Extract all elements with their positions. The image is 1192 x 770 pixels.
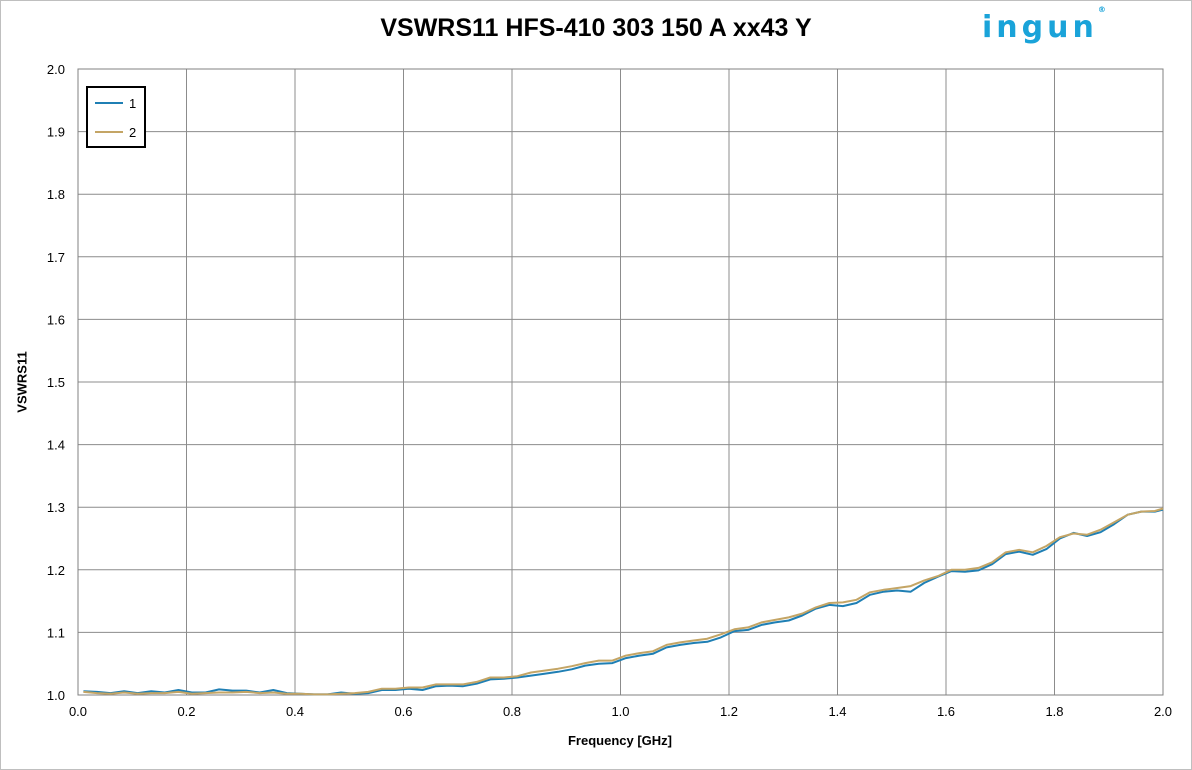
y-tick-label: 1.9 [47, 125, 65, 140]
legend: 12 [86, 86, 146, 148]
y-tick-label: 1.2 [47, 563, 65, 578]
y-tick-label: 1.4 [47, 438, 65, 453]
grid [77, 68, 1164, 696]
legend-label-1: 1 [129, 96, 136, 111]
x-tick-label: 0.8 [503, 704, 521, 719]
x-tick-label: 0.4 [286, 704, 304, 719]
series-line-1 [83, 508, 1164, 696]
ingun-logo: ingun® [982, 5, 1106, 45]
registered-mark: ® [1097, 5, 1106, 14]
series-lines [83, 507, 1164, 696]
x-tick-label: 0.6 [394, 704, 412, 719]
y-tick-label: 1.8 [47, 187, 65, 202]
logo-text: ingun [982, 10, 1098, 45]
legend-box [86, 86, 146, 148]
x-tick-label: 0.2 [177, 704, 195, 719]
y-tick-label: 1.1 [47, 625, 65, 640]
x-tick-label: 1.0 [611, 704, 629, 719]
y-tick-label: 2.0 [47, 62, 65, 77]
x-tick-labels: 0.0 0.2 0.4 0.6 0.8 1.0 1.2 1.4 1.6 1.8 2.0 [69, 704, 1172, 719]
y-tick-label: 1.0 [47, 688, 65, 703]
x-axis-label: Frequency [GHz] [567, 733, 673, 748]
y-tick-label: 1.3 [47, 500, 65, 515]
x-tick-label: 0.0 [69, 704, 87, 719]
x-tick-label: 1.2 [720, 704, 738, 719]
legend-label-2: 2 [129, 125, 136, 140]
y-tick-label: 1.7 [47, 250, 65, 265]
x-tick-label: 1.4 [828, 704, 846, 719]
x-tick-label: 1.8 [1045, 704, 1063, 719]
series-line-2 [83, 507, 1164, 696]
plot-area-border [77, 68, 1164, 696]
y-tick-label: 1.6 [47, 312, 65, 327]
y-tick-label: 1.5 [47, 375, 65, 390]
y-tick-labels: 1.0 1.1 1.2 1.3 1.4 1.5 1.6 1.7 1.8 1.9 2.0 [47, 62, 65, 703]
chart-title: VSWRS11 HFS-410 303 150 A xx43 Y [380, 14, 812, 42]
x-tick-label: 1.6 [937, 704, 955, 719]
x-tick-label: 2.0 [1154, 704, 1172, 719]
